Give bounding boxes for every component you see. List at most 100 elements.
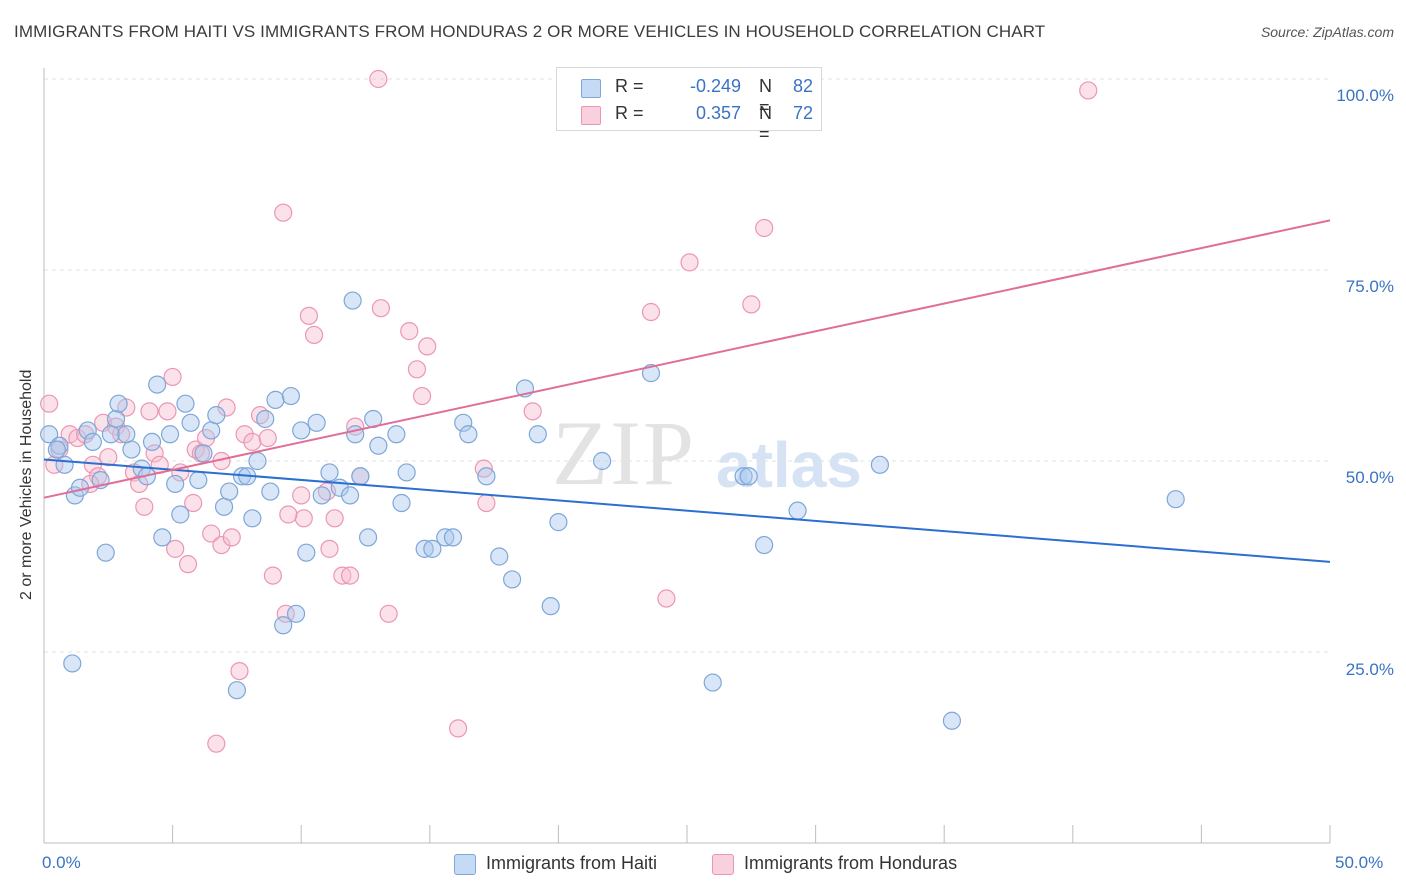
data-point-honduras (135, 497, 154, 516)
legend-n-label-honduras: N = (759, 103, 772, 144)
data-point-haiti (320, 463, 339, 482)
data-point-haiti (117, 425, 136, 444)
legend-r-label-haiti: R = (615, 76, 644, 96)
data-point-honduras (130, 474, 149, 494)
data-point-honduras (140, 402, 159, 421)
trend-line-haiti (43, 458, 1331, 563)
x-tick-label-max: 50.0% (1335, 853, 1384, 872)
data-point-haiti (423, 539, 442, 558)
data-point-haiti (415, 539, 434, 558)
data-point-honduras (680, 253, 699, 272)
data-point-honduras (333, 566, 352, 585)
data-point-honduras (755, 218, 774, 238)
data-point-honduras (299, 306, 319, 325)
data-point-haiti (47, 440, 66, 459)
data-point-haiti (106, 409, 126, 429)
data-point-honduras (523, 402, 542, 421)
data-point-haiti (286, 604, 306, 623)
y-tick-label-50: 50.0% (1345, 468, 1394, 487)
watermark-atlas: atlas (716, 429, 862, 501)
data-point-haiti (942, 711, 962, 730)
y-tick-label-75: 75.0% (1345, 277, 1394, 296)
data-point-honduras (369, 69, 388, 89)
data-point-honduras (263, 566, 283, 585)
data-point-honduras (371, 299, 391, 318)
data-point-haiti (392, 493, 411, 513)
data-point-haiti (148, 375, 167, 394)
data-point-haiti (256, 409, 275, 429)
data-point-haiti (351, 467, 370, 486)
y-tick-label-25: 25.0% (1345, 660, 1394, 679)
x-tick-label-min: 0.0% (42, 853, 81, 872)
data-point-haiti (78, 421, 97, 440)
legend-r-value-honduras: 0.357 (695, 103, 741, 123)
data-point-honduras (99, 448, 118, 467)
data-point-honduras (230, 661, 249, 681)
correlation-legend: R = -0.249 N = 82 R = 0.357 N = 72 (556, 67, 822, 144)
data-point-haiti (1166, 490, 1185, 509)
data-point-haiti (55, 455, 74, 474)
data-point-haiti (160, 425, 180, 444)
data-point-honduras (235, 425, 254, 444)
data-point-honduras (304, 325, 324, 345)
data-point-haiti (788, 501, 807, 520)
data-point-haiti (281, 386, 301, 406)
data-point-honduras (279, 505, 298, 524)
data-point-honduras (400, 322, 419, 341)
chart-title: IMMIGRANTS FROM HAITI VS IMMIGRANTS FROM… (14, 22, 1046, 41)
data-point-haiti (443, 528, 463, 547)
data-point-haiti (83, 432, 102, 451)
data-point-honduras (276, 604, 295, 623)
data-point-haiti (292, 421, 311, 440)
data-point-haiti (307, 413, 326, 432)
data-point-haiti (593, 451, 612, 471)
data-point-haiti (166, 474, 185, 494)
data-point-haiti (358, 528, 378, 547)
data-point-honduras (325, 509, 344, 528)
data-point-haiti (202, 421, 221, 440)
data-point-honduras (320, 539, 339, 558)
data-point-haiti (312, 486, 331, 505)
data-point-honduras (292, 486, 311, 505)
data-point-haiti (755, 535, 774, 555)
trend-line-honduras (43, 219, 1331, 499)
data-point-haiti (176, 394, 195, 413)
data-point-haiti (541, 597, 560, 616)
data-point-haiti (40, 425, 59, 444)
data-point-haiti (220, 482, 239, 501)
data-point-haiti (63, 654, 82, 673)
data-point-haiti (490, 547, 509, 566)
data-point-honduras (418, 337, 437, 356)
data-point-haiti (274, 616, 293, 635)
legend-r-label-honduras: R = (615, 103, 644, 123)
data-point-honduras (1079, 81, 1098, 100)
data-point-haiti (214, 497, 234, 516)
data-point-haiti (703, 673, 722, 692)
data-point-honduras (178, 555, 198, 574)
data-point-honduras (184, 493, 203, 513)
data-point-haiti (227, 681, 246, 700)
data-point-honduras (448, 719, 468, 738)
data-point-honduras (294, 509, 313, 528)
data-point-honduras (412, 386, 432, 406)
data-point-haiti (181, 413, 200, 432)
data-point-honduras (40, 394, 59, 413)
data-point-haiti (243, 509, 262, 528)
data-point-haiti (477, 467, 496, 486)
data-point-haiti (641, 364, 661, 383)
data-point-haiti (369, 436, 388, 455)
data-point-haiti (528, 425, 547, 444)
data-point-honduras (258, 428, 277, 448)
data-point-honduras (274, 203, 293, 222)
watermark-zip: ZIP (552, 402, 696, 504)
data-point-haiti (734, 467, 753, 486)
data-point-honduras (145, 444, 164, 463)
data-point-haiti (739, 467, 758, 486)
data-point-haiti (142, 432, 162, 451)
legend-n-value-haiti: 82 (793, 76, 814, 96)
data-point-honduras (641, 302, 661, 322)
data-point-haiti (207, 406, 226, 425)
data-point-haiti (261, 482, 280, 501)
data-point-honduras (477, 493, 496, 513)
